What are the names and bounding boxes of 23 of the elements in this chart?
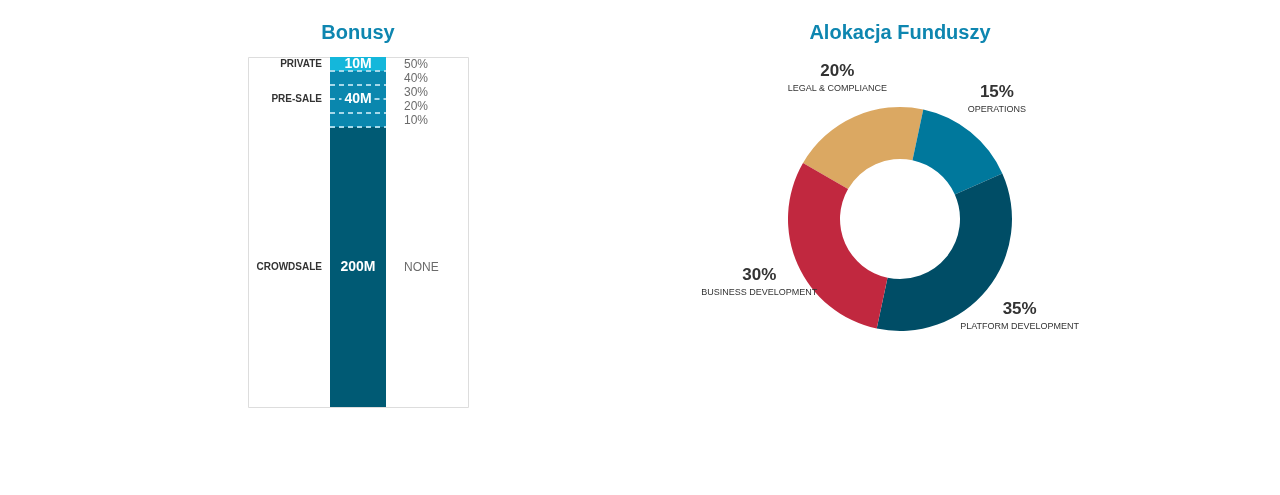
slice-label: PLATFORM DEVELOPMENT [960, 320, 1080, 331]
chart-title: Alokacja Funduszy [809, 21, 992, 43]
series-label: PRE-SALE [271, 93, 323, 104]
donut-slice [803, 107, 924, 189]
text: 10% [404, 113, 429, 127]
slice-label: LEGAL & COMPLIANCE [787, 83, 887, 94]
data-label: 20% [820, 61, 855, 81]
data-label: 10M [344, 55, 372, 71]
chart-title: Bonusy [321, 21, 396, 43]
text: 50% [404, 57, 429, 71]
series-label: CROWDSALE [256, 261, 323, 272]
data-label: 40M [344, 90, 372, 106]
slice-label: OPERATIONS [967, 104, 1027, 115]
text: 30% [404, 85, 429, 99]
series-label: PRIVATE [280, 58, 323, 69]
text: NONE [404, 260, 439, 274]
text: 20% [404, 99, 429, 113]
data-label: 30% [742, 264, 777, 284]
text: 40% [404, 71, 429, 85]
data-label: 35% [1002, 298, 1037, 318]
data-label: 15% [979, 82, 1014, 102]
slice-label: BUSINESS DEVELOPMENT [701, 286, 818, 297]
data-label: 200M [340, 258, 376, 274]
